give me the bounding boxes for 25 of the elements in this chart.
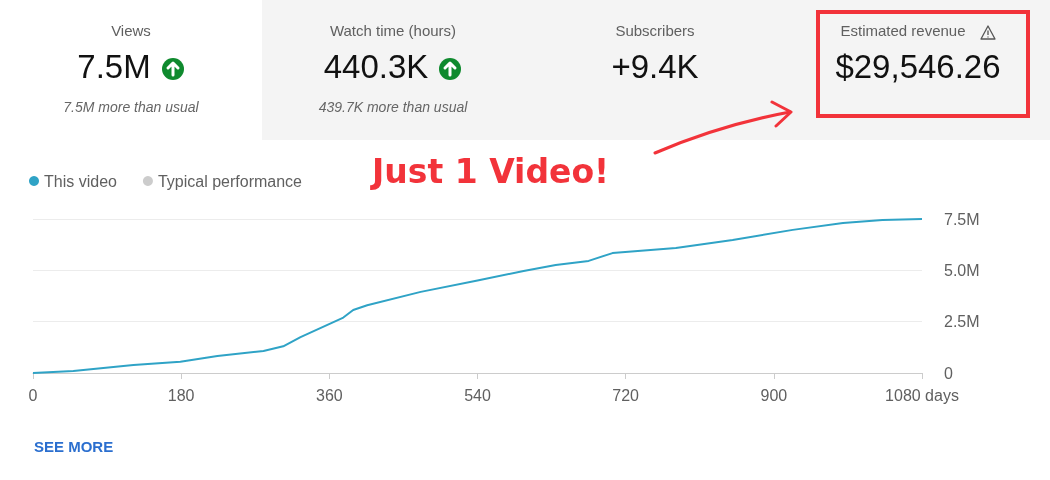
- text: Views: [111, 22, 151, 39]
- legend-label: This video: [44, 172, 118, 190]
- legend-label: Typical performance: [157, 172, 303, 190]
- x-tick-label: 540: [464, 386, 491, 404]
- y-tick-label: 7.5M: [944, 210, 980, 228]
- text: Subscribers: [615, 22, 695, 39]
- y-tick-label: 2.5M: [944, 313, 980, 331]
- x-tick-label: 1080 days: [885, 386, 959, 404]
- x-tick-label: 360: [315, 386, 343, 404]
- text: Watch time (hours): [329, 22, 457, 39]
- text: $29,546.26: [835, 48, 1001, 85]
- text: 439.7K more than usual: [318, 99, 468, 115]
- text: +9.4K: [611, 48, 699, 85]
- text: SEE MORE: [34, 438, 114, 455]
- text: Estimated revenue: [840, 22, 966, 39]
- x-tick-label: 180: [167, 386, 195, 404]
- text: 7.5M: [77, 48, 151, 85]
- y-tick-label: 0: [944, 364, 953, 382]
- x-tick-label: 720: [612, 386, 640, 404]
- x-tick-label: 900: [760, 386, 788, 404]
- x-tick-label: 0: [28, 386, 38, 404]
- text: 7.5M more than usual: [63, 99, 199, 115]
- text: 440.3K: [323, 48, 429, 85]
- text: Just 1 Video!: [372, 152, 610, 191]
- y-tick-label: 5.0M: [944, 261, 980, 279]
